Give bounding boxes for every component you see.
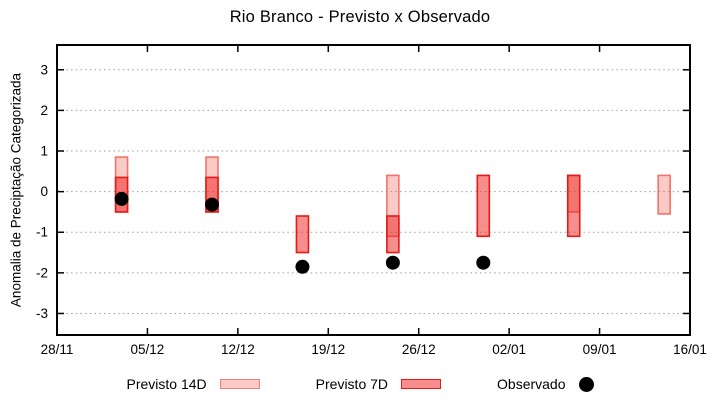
x-tick-label: 12/12 [221,342,255,357]
observed-dot [385,255,400,270]
x-tick-label: 26/12 [402,342,436,357]
observed-dot [295,259,310,274]
x-tick-label: 09/01 [583,342,617,357]
y-tick-label: 0 [40,184,48,199]
observed-dot [205,197,220,212]
x-tick-label: 05/12 [131,342,165,357]
previsto-7d-swatch [401,379,442,389]
bar-previsto-14d [657,174,671,215]
legend-label-observado: Observado [497,376,566,392]
x-tick-label: 16/01 [673,342,707,357]
plot-border [56,44,691,336]
y-tick-label: -1 [36,225,48,240]
observed-dot [114,191,129,206]
bar-previsto-7d [566,174,581,238]
y-tick-label: -3 [36,306,48,321]
legend: Previsto 14D Previsto 7D Observado [0,371,720,397]
previsto-14d-swatch [219,379,260,389]
legend-label-previsto-14d: Previsto 14D [126,376,207,392]
bar-previsto-7d [386,215,400,254]
chart-title: Rio Branco - Previsto x Observado [229,8,491,26]
legend-item-observado: Observado [497,376,594,392]
legend-label-previsto-7d: Previsto 7D [315,376,389,392]
bar-previsto-7d [476,174,491,238]
y-tick-label: 3 [40,62,48,77]
observado-swatch [578,376,594,392]
x-tick-label: 19/12 [311,342,345,357]
y-tick-label: -2 [36,265,48,280]
y-tick-label: 1 [40,144,48,159]
x-tick-label: 02/01 [492,342,526,357]
bar-previsto-7d [295,215,310,254]
y-tick-label: 2 [40,103,48,118]
legend-item-previsto-7d: Previsto 7D [315,376,442,392]
observed-dot [476,255,491,270]
legend-item-previsto-14d: Previsto 14D [127,376,260,392]
x-tick-label: 28/11 [41,342,74,357]
